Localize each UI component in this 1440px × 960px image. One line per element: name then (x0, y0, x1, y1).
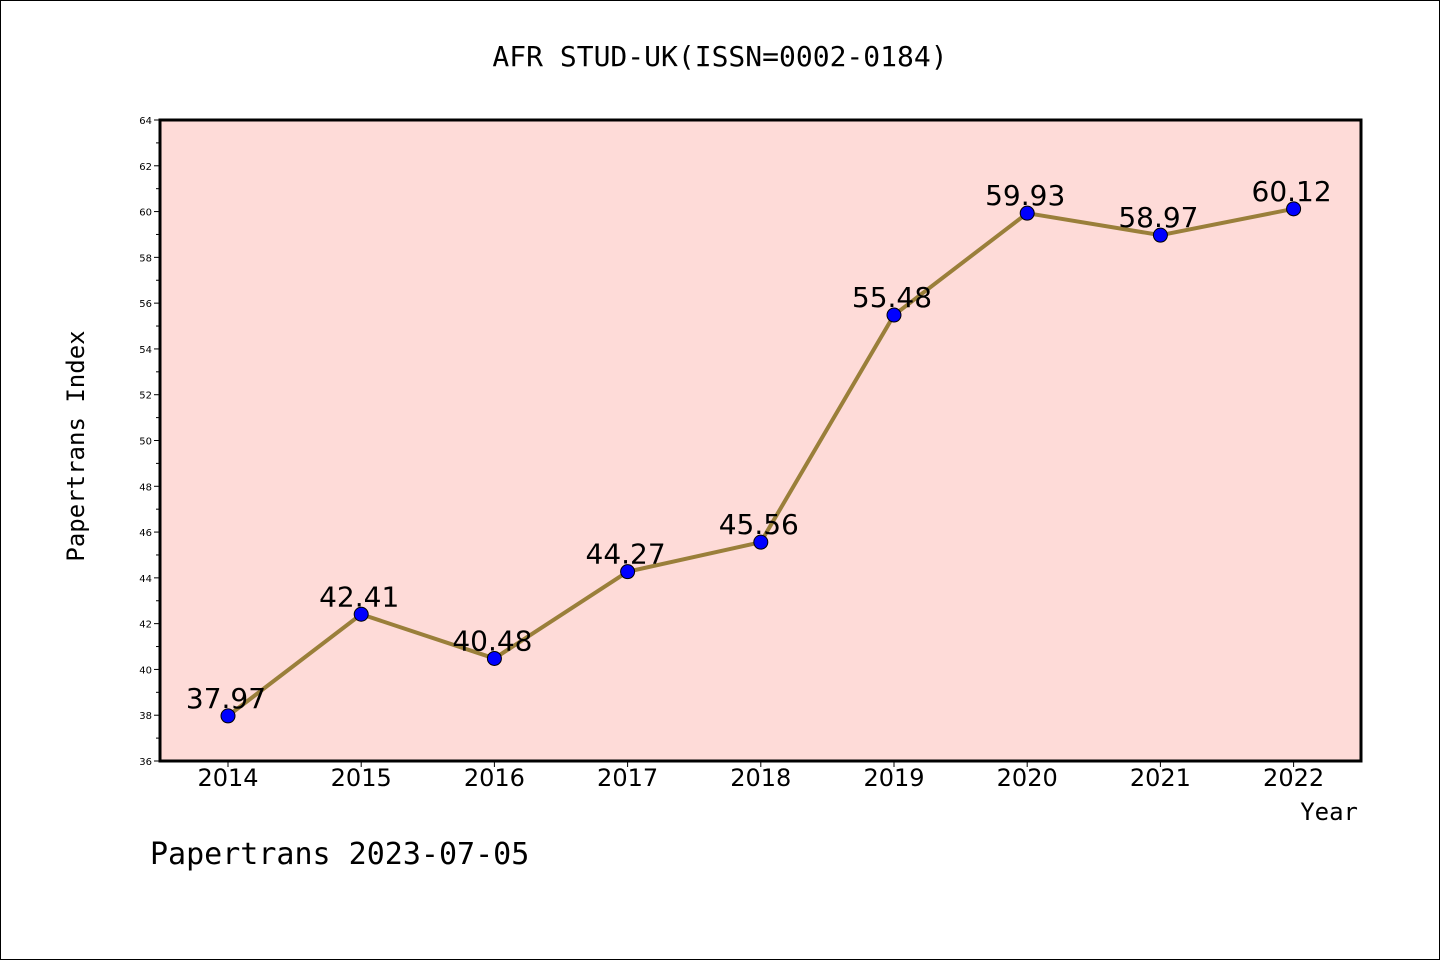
y-tick-label: 36 (139, 757, 152, 768)
y-tick-label: 54 (139, 345, 152, 356)
y-tick-label: 62 (139, 162, 152, 173)
y-tick-label: 38 (139, 711, 152, 722)
footer-text: Papertrans 2023-07-05 (150, 837, 529, 872)
x-tick-label: 2020 (997, 764, 1058, 792)
x-tick-label: 2018 (730, 764, 791, 792)
y-tick-label: 40 (139, 665, 152, 676)
x-tick-label: 2016 (464, 764, 525, 792)
y-axis-label: Papertrans Index (62, 330, 90, 561)
x-tick-label: 2015 (331, 764, 392, 792)
chart-title: AFR STUD-UK(ISSN=0002-0184) (492, 40, 947, 73)
data-point (1152, 227, 1168, 243)
data-point (220, 708, 236, 724)
data-point (753, 534, 769, 550)
y-tick-label: 58 (139, 253, 152, 264)
markers (220, 201, 1302, 724)
y-tick-label: 52 (139, 391, 152, 402)
x-tick-label: 2021 (1130, 764, 1191, 792)
y-tick-label: 50 (139, 437, 152, 448)
x-axis-label: Year (1300, 798, 1358, 826)
data-label: 58.97 (1118, 201, 1198, 234)
data-label: 45.56 (719, 508, 799, 541)
y-tick-label: 44 (139, 574, 152, 585)
data-point (1019, 205, 1035, 221)
x-tick-label: 2014 (197, 764, 258, 792)
y-tick-label: 64 (139, 116, 152, 127)
data-label: 42.41 (319, 580, 399, 613)
data-point (486, 650, 502, 666)
data-point (620, 564, 636, 580)
x-axis: 2014 2015 2016 2017 2018 2019 2020 2021 2022 (197, 761, 1324, 792)
plot-area (158, 118, 1363, 763)
data-labels: 37.97 42.41 40.48 44.27 45.56 55.48 59.93 58.97… (186, 175, 1332, 715)
data-label: 55.48 (852, 281, 932, 314)
y-axis: 36 38 40 42 44 46 48 50 52 54 56 58 60 62 64 (139, 116, 160, 768)
data-point (1286, 201, 1302, 217)
x-tick-label: 2022 (1263, 764, 1324, 792)
y-tick-label: 42 (139, 620, 152, 631)
data-label: 59.93 (985, 179, 1065, 212)
y-tick-label: 46 (139, 528, 152, 539)
x-tick-label: 2019 (863, 764, 924, 792)
data-label: 40.48 (452, 624, 532, 657)
data-label: 44.27 (586, 538, 666, 571)
y-tick-label: 56 (139, 299, 152, 310)
data-label: 37.97 (186, 682, 266, 715)
data-label: 60.12 (1252, 175, 1332, 208)
x-tick-label: 2017 (597, 764, 658, 792)
data-point (353, 606, 369, 622)
y-tick-label: 60 (139, 208, 152, 219)
data-point (886, 307, 902, 323)
y-tick-label: 48 (139, 482, 152, 493)
